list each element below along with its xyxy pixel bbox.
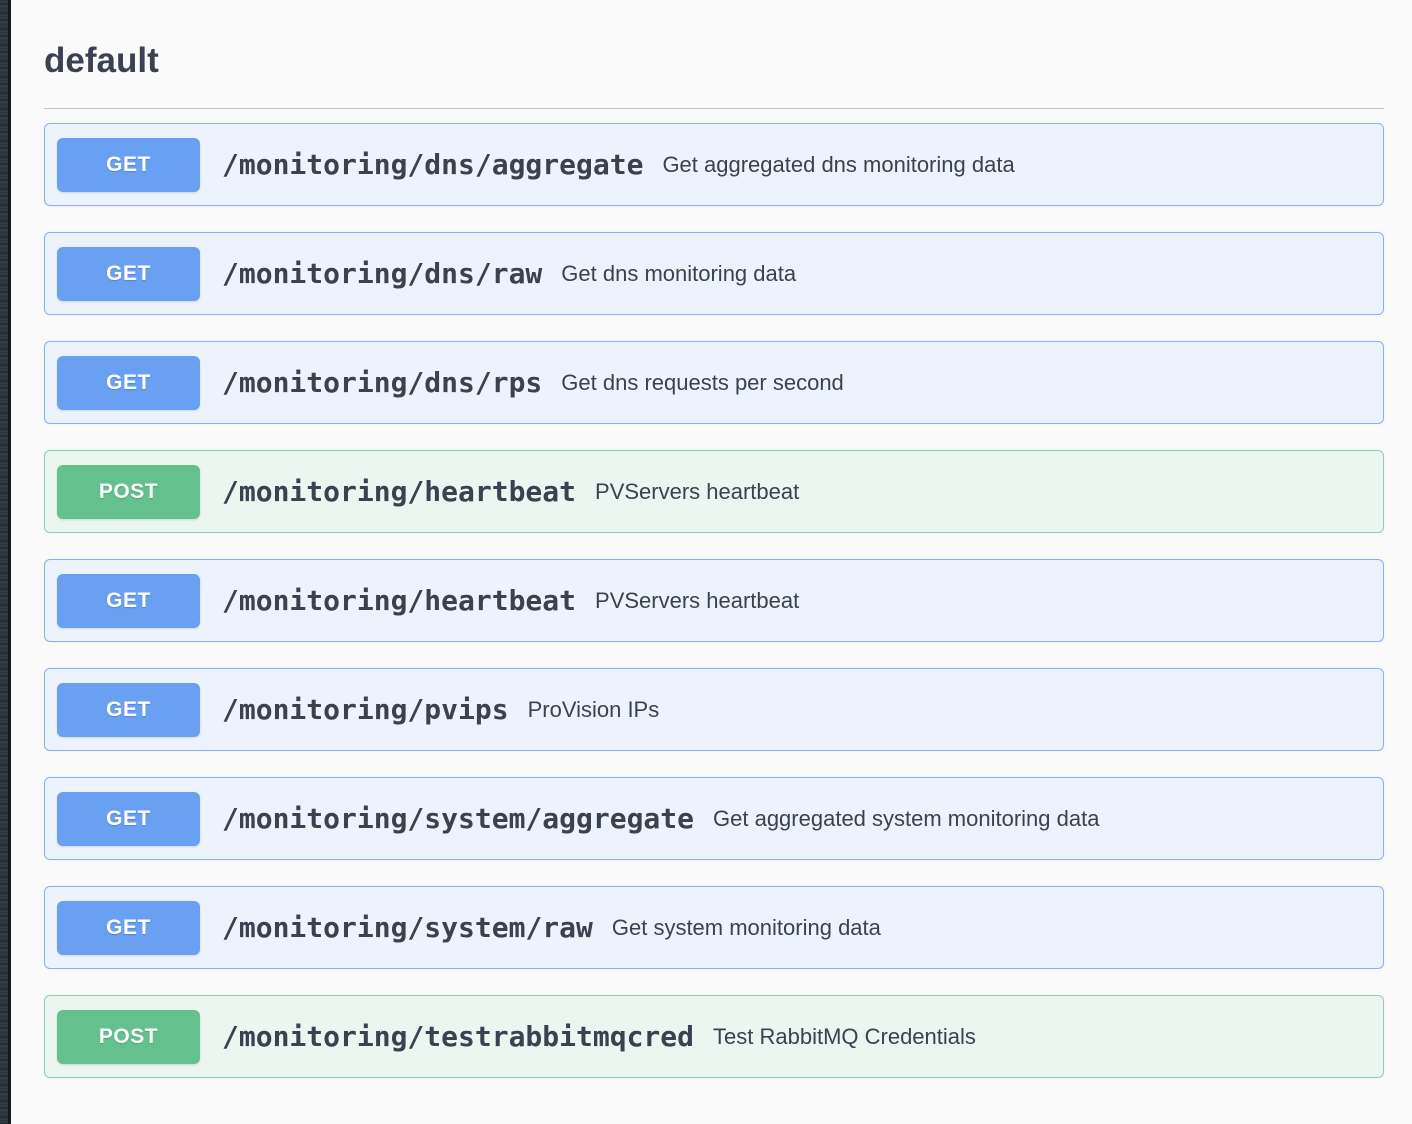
operation-row[interactable]: GET /monitoring/heartbeat PVServers hear… <box>44 559 1384 642</box>
endpoint-summary: Get dns requests per second <box>561 369 844 395</box>
operation-row[interactable]: GET /monitoring/dns/aggregate Get aggreg… <box>44 123 1384 206</box>
endpoint-path: /monitoring/dns/aggregate <box>222 148 644 181</box>
endpoint-summary: Get aggregated system monitoring data <box>713 805 1100 831</box>
section-title: default <box>44 41 159 80</box>
operation-row[interactable]: GET /monitoring/dns/raw Get dns monitori… <box>44 232 1384 315</box>
operation-row[interactable]: GET /monitoring/pvips ProVision IPs <box>44 668 1384 751</box>
endpoint-path: /monitoring/heartbeat <box>222 475 577 508</box>
endpoint-summary: Get dns monitoring data <box>561 260 797 286</box>
method-badge[interactable]: GET <box>57 573 200 628</box>
endpoint-path: /monitoring/system/raw <box>222 911 593 944</box>
operation-row[interactable]: POST /monitoring/heartbeat PVServers hea… <box>44 450 1384 533</box>
endpoint-path: /monitoring/dns/rps <box>222 366 543 399</box>
method-badge[interactable]: GET <box>57 137 200 192</box>
method-badge[interactable]: GET <box>57 246 200 301</box>
operation-row[interactable]: GET /monitoring/dns/rps Get dns requests… <box>44 341 1384 424</box>
method-badge[interactable]: GET <box>57 682 200 737</box>
method-badge[interactable]: POST <box>57 1009 200 1064</box>
desktop-background-edge <box>0 0 8 1124</box>
endpoint-summary: PVServers heartbeat <box>595 478 800 504</box>
operation-row[interactable]: GET /monitoring/system/aggregate Get agg… <box>44 777 1384 860</box>
endpoint-path: /monitoring/dns/raw <box>222 257 543 290</box>
endpoint-summary: Test RabbitMQ Credentials <box>713 1023 976 1049</box>
endpoint-path: /monitoring/pvips <box>222 693 509 726</box>
method-badge[interactable]: GET <box>57 355 200 410</box>
method-badge[interactable]: GET <box>57 791 200 846</box>
endpoint-path: /monitoring/testrabbitmqcred <box>222 1020 695 1053</box>
operations-list: GET /monitoring/dns/aggregate Get aggreg… <box>44 109 1384 1078</box>
endpoint-summary: PVServers heartbeat <box>595 587 800 613</box>
method-badge[interactable]: GET <box>57 900 200 955</box>
endpoint-summary: Get system monitoring data <box>611 914 881 940</box>
operation-row[interactable]: POST /monitoring/testrabbitmqcred Test R… <box>44 995 1384 1078</box>
section-divider <box>44 108 1384 109</box>
swagger-page: default GET /monitoring/dns/aggregate Ge… <box>11 0 1412 1124</box>
endpoint-path: /monitoring/heartbeat <box>222 584 577 617</box>
window-border <box>8 0 11 1124</box>
operation-row[interactable]: GET /monitoring/system/raw Get system mo… <box>44 886 1384 969</box>
method-badge[interactable]: POST <box>57 464 200 519</box>
endpoint-summary: ProVision IPs <box>527 696 660 722</box>
endpoint-summary: Get aggregated dns monitoring data <box>662 151 1015 177</box>
endpoint-path: /monitoring/system/aggregate <box>222 802 695 835</box>
